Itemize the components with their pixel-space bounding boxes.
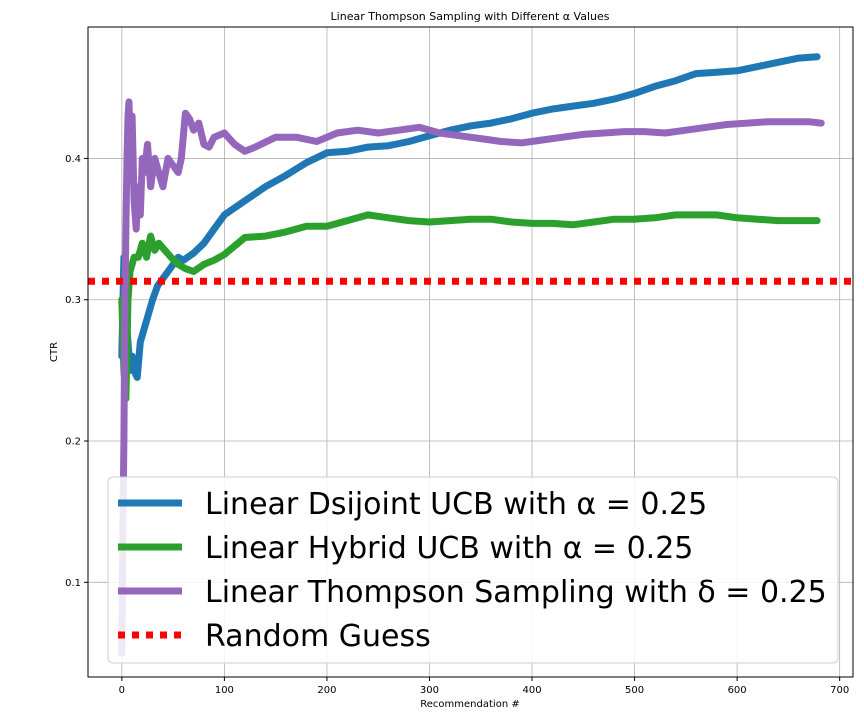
legend-label-0: Linear Dsijoint UCB with α = 0.25 (205, 487, 707, 522)
x-tick-label: 100 (215, 685, 234, 696)
x-tick-label: 300 (420, 685, 439, 696)
y-axis-label: CTR (49, 342, 60, 362)
legend: Linear Dsijoint UCB with α = 0.25 Linear … (107, 476, 839, 664)
y-tick-label: 0.2 (65, 437, 81, 448)
x-tick-label: 700 (830, 685, 849, 696)
x-tick-label: 600 (728, 685, 747, 696)
x-ticks: 0 100 200 300 400 500 600 700 (119, 677, 849, 696)
y-ticks: 0.1 0.2 0.3 0.4 (65, 154, 88, 589)
x-axis-label: Recommendation # (420, 699, 519, 710)
x-tick-label: 0 (119, 685, 125, 696)
y-tick-label: 0.4 (65, 154, 81, 165)
chart-title: Linear Thompson Sampling with Different … (331, 10, 610, 23)
legend-label-2: Linear Thompson Sampling with δ = 0.25 (205, 575, 827, 610)
legend-label-1: Linear Hybrid UCB with α = 0.25 (205, 531, 693, 566)
x-tick-label: 400 (522, 685, 541, 696)
series-line-2 (118, 98, 825, 657)
series-line-1 (118, 211, 821, 403)
x-tick-label: 200 (317, 685, 336, 696)
legend-label-3: Random Guess (205, 619, 431, 654)
plot-frame (87, 26, 854, 678)
series-line-0 (118, 53, 821, 381)
x-tick-label: 500 (625, 685, 644, 696)
y-tick-label: 0.1 (65, 578, 81, 589)
legend-box (107, 476, 839, 664)
series-lines (88, 53, 853, 657)
y-tick-label: 0.3 (65, 295, 81, 306)
